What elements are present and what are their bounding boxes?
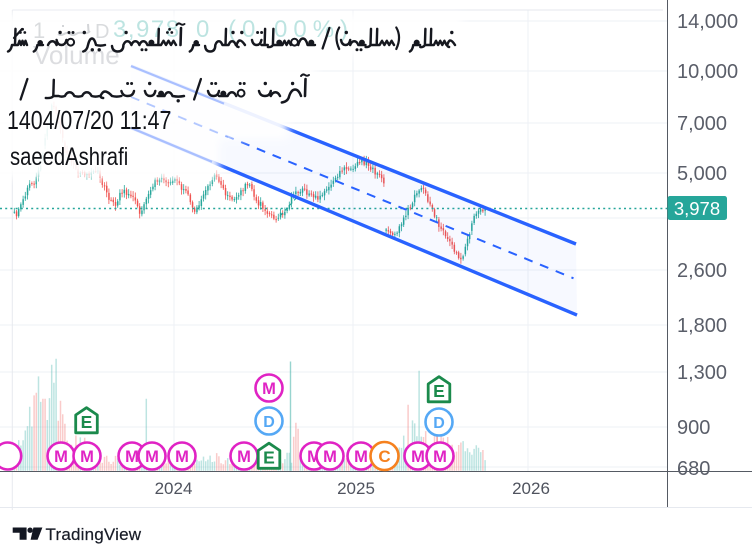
svg-text:M: M: [433, 448, 447, 466]
svg-text:M: M: [175, 448, 189, 466]
svg-text:1,300: 1,300: [677, 362, 727, 384]
svg-text:1: 1: [33, 18, 45, 43]
svg-text:M: M: [323, 448, 337, 466]
svg-text:M: M: [354, 448, 368, 466]
svg-text:900: 900: [677, 417, 710, 439]
svg-text:E: E: [433, 381, 445, 401]
svg-text:M: M: [411, 448, 425, 466]
svg-text:2024: 2024: [155, 479, 193, 498]
svg-text:M: M: [125, 448, 139, 466]
svg-text:Volume: Volume: [33, 40, 120, 70]
svg-text:M: M: [54, 448, 68, 466]
svg-text:7,000: 7,000: [677, 113, 727, 135]
svg-text:3,978: 3,978: [113, 16, 181, 43]
svg-text:C: C: [378, 447, 390, 466]
svg-text:0 (0.00%): 0 (0.00%): [196, 16, 354, 43]
svg-text:1,800: 1,800: [677, 315, 727, 337]
svg-text:D: D: [95, 21, 109, 43]
svg-text:14,000: 14,000: [677, 11, 738, 33]
svg-text:D: D: [433, 415, 445, 432]
svg-text:10,000: 10,000: [677, 61, 738, 83]
svg-text:E: E: [81, 412, 93, 432]
svg-text:680: 680: [677, 458, 710, 480]
svg-text:2025: 2025: [337, 479, 375, 498]
svg-text:M: M: [80, 448, 94, 466]
svg-text:M: M: [237, 448, 251, 466]
svg-text:E: E: [263, 448, 275, 468]
svg-text:2026: 2026: [512, 479, 550, 498]
svg-text:3,978: 3,978: [674, 198, 720, 219]
svg-text:D: D: [263, 414, 275, 431]
svg-text:M: M: [262, 380, 276, 398]
svg-text:TradingView: TradingView: [46, 525, 142, 544]
svg-text:5,000: 5,000: [677, 163, 727, 185]
svg-text:2,600: 2,600: [677, 260, 727, 282]
svg-text:M: M: [145, 448, 159, 466]
